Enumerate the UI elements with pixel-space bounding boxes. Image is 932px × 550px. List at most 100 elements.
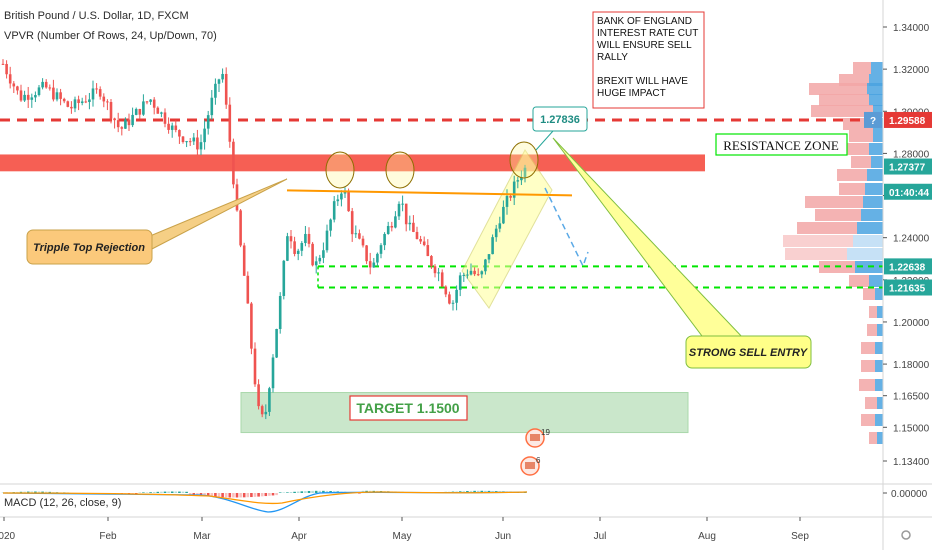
candle-up <box>502 206 505 224</box>
macd-histogram-bar <box>149 492 152 493</box>
candle-down <box>361 238 365 246</box>
candle-up <box>520 177 523 181</box>
triple-top-neckline <box>286 189 573 197</box>
macd-histogram-bar <box>311 490 314 493</box>
candle-up <box>437 272 440 274</box>
candle-down <box>404 203 408 225</box>
candle-up <box>376 253 379 263</box>
candle-up <box>37 87 41 96</box>
candle-up <box>484 259 487 272</box>
candle-down <box>102 96 106 102</box>
candle-down <box>138 108 142 115</box>
price-tick-label: 1.24000 <box>893 234 930 245</box>
macd-histogram-bar <box>160 491 163 493</box>
volume-profile-bar-up <box>853 235 883 247</box>
candle-down <box>419 239 422 242</box>
macd-histogram-bar <box>163 491 167 493</box>
top-marker-ellipse <box>325 151 355 189</box>
candle-up <box>458 275 462 290</box>
candle-up <box>131 114 134 126</box>
candle-down <box>347 191 350 212</box>
macd-histogram-bar <box>480 490 484 493</box>
candle-up <box>149 99 152 102</box>
volume-profile-bar-down <box>785 248 847 260</box>
candle-up <box>206 115 210 129</box>
macd-histogram-bar <box>300 491 304 493</box>
candle-down <box>242 245 246 276</box>
candle-up <box>516 180 520 182</box>
candle-up <box>221 73 224 80</box>
flag-icon <box>530 434 540 441</box>
candle-down <box>350 211 354 235</box>
top-marker-ellipse <box>385 151 415 189</box>
volume-profile-bar-up <box>873 130 883 142</box>
macd-histogram-bar <box>253 493 257 497</box>
macd-histogram-bar <box>145 492 149 493</box>
macd-histogram-bar <box>289 492 293 493</box>
volume-profile-bar-down <box>865 397 877 409</box>
candle-up <box>264 411 268 415</box>
candle-up <box>217 79 221 84</box>
price-tick-label: 1.16500 <box>893 392 930 403</box>
candle-up <box>275 328 278 358</box>
candle-down <box>289 236 293 242</box>
candle-down <box>433 266 437 274</box>
volume-profile-bar-down <box>861 414 875 426</box>
volume-profile-bar-down <box>847 143 869 155</box>
volume-profile-bar-up <box>877 432 883 444</box>
candle-up <box>73 99 77 109</box>
candle-up <box>408 222 412 225</box>
indicator-label: VPVR (Number Of Rows, 24, Up/Down, 70) <box>4 30 217 42</box>
volume-profile-bar-up <box>877 306 883 318</box>
candle-up <box>91 88 95 100</box>
candle-up <box>286 236 289 261</box>
candle-down <box>430 256 433 267</box>
macd-histogram-bar <box>325 490 329 493</box>
volume-profile-bar-up <box>877 324 883 336</box>
macd-histogram-bar <box>142 492 145 493</box>
volume-profile-bar-up <box>867 169 883 181</box>
macd-histogram-bar <box>469 490 473 493</box>
projection-arrow <box>544 187 589 268</box>
rising-channel <box>461 149 553 309</box>
macd-histogram-bar <box>134 493 138 494</box>
candle-up <box>340 193 343 200</box>
time-tick-label: 2020 <box>0 531 16 542</box>
candle-up <box>214 83 217 98</box>
volume-profile-bar-up <box>871 156 883 168</box>
candle-down <box>163 112 167 124</box>
macd-histogram-bar <box>250 493 253 498</box>
candle-up <box>278 295 282 329</box>
macd-histogram-bar <box>296 491 300 493</box>
candle-down <box>59 92 62 99</box>
candle-up <box>494 228 498 238</box>
volume-profile-bar-up <box>875 414 883 426</box>
triple-top-pointer <box>149 178 288 251</box>
candle-up <box>401 203 404 205</box>
candle-up <box>304 233 307 244</box>
macd-histogram-bar <box>203 493 206 497</box>
candle-down <box>311 243 314 266</box>
price-tick-label: 1.13400 <box>893 457 930 468</box>
price-tag-label: 1.27377 <box>889 163 926 174</box>
volume-profile-bar-up <box>869 143 883 155</box>
candle-down <box>109 102 113 119</box>
triple-top-callout <box>26 229 153 265</box>
candle-down <box>1 63 5 65</box>
resistance-label: RESISTANCE ZONE <box>723 138 839 153</box>
high-label: 1.27836 <box>540 114 580 126</box>
macd-histogram-bar <box>484 490 487 493</box>
volume-profile-bar-up <box>877 397 883 409</box>
candle-up <box>30 97 34 100</box>
candle-down <box>95 88 98 90</box>
candle-up <box>379 245 383 254</box>
candle-down <box>62 98 66 102</box>
macd-histogram-bar <box>217 493 221 498</box>
high-label-leader <box>535 130 554 151</box>
candle-down <box>293 241 296 254</box>
macd-histogram-bar <box>476 490 480 493</box>
candle-down <box>412 222 415 232</box>
volume-profile-bar-up <box>847 248 883 260</box>
macd-histogram-bar <box>329 491 332 493</box>
